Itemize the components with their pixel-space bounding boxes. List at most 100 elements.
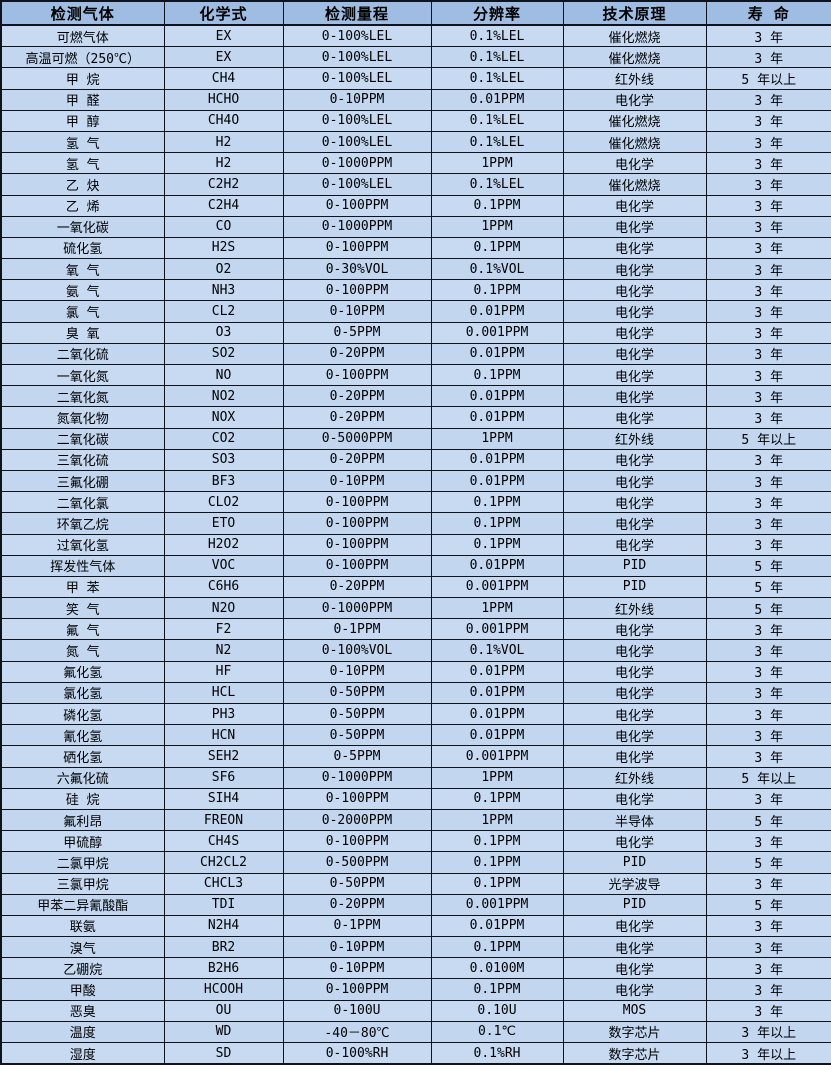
cell-resolution: 0.001PPM bbox=[430, 893, 564, 916]
cell-detection-range: 0-5PPM bbox=[282, 321, 432, 344]
cell-gas-name: 高温可燃（250℃） bbox=[0, 46, 165, 69]
table-row: 三氯甲烷 CHCL3 0-50PPM 0.1PPM 光学波导 3 年 bbox=[0, 872, 831, 895]
cell-resolution: 0.1PPM bbox=[430, 978, 564, 1001]
cell-lifespan: 3 年 bbox=[705, 406, 831, 429]
cell-chemical-formula: NH3 bbox=[163, 279, 284, 302]
cell-technology-principle: 电化学 bbox=[562, 745, 707, 768]
cell-technology-principle: 红外线 bbox=[562, 427, 707, 450]
cell-resolution: 0.1%RH bbox=[430, 1042, 564, 1065]
cell-detection-range: 0-10PPM bbox=[282, 660, 432, 683]
cell-resolution: 0.001PPM bbox=[430, 618, 564, 641]
cell-lifespan: 3 年以上 bbox=[705, 1020, 831, 1044]
cell-chemical-formula: TDI bbox=[163, 893, 284, 916]
cell-technology-principle: 电化学 bbox=[562, 279, 707, 302]
cell-detection-range: 0-1PPM bbox=[282, 618, 432, 641]
cell-technology-principle: 电化学 bbox=[562, 215, 707, 238]
cell-chemical-formula: EX bbox=[163, 46, 284, 69]
table-row: 氯化氢 HCL 0-50PPM 0.01PPM 电化学 3 年 bbox=[0, 681, 831, 705]
cell-resolution: 0.1PPM bbox=[430, 194, 564, 217]
cell-chemical-formula: H2 bbox=[163, 130, 284, 154]
cell-technology-principle: PID bbox=[562, 554, 707, 577]
table-row: 联氨 N2H4 0-1PPM 0.01PPM 电化学 3 年 bbox=[0, 914, 831, 938]
cell-lifespan: 5 年 bbox=[705, 893, 831, 916]
cell-detection-range: 0-10PPM bbox=[282, 957, 432, 980]
cell-technology-principle: 电化学 bbox=[562, 469, 707, 493]
cell-detection-range: 0-100%LEL bbox=[282, 109, 432, 132]
cell-gas-name: 乙 炔 bbox=[0, 173, 165, 196]
table-row: 二氧化氯 CLO2 0-100PPM 0.1PPM 电化学 3 年 bbox=[0, 491, 831, 514]
table-row: 一氧化碳 CO 0-1000PPM 1PPM 电化学 3 年 bbox=[0, 215, 831, 238]
cell-gas-name: 恶臭 bbox=[0, 999, 165, 1022]
cell-gas-name: 甲硫醇 bbox=[0, 830, 165, 853]
table-row: 氟利昂 FREON 0-2000PPM 1PPM 半导体 5 年 bbox=[0, 808, 831, 832]
table-row: 三氧化硫 SO3 0-20PPM 0.01PPM 电化学 3 年 bbox=[0, 448, 831, 471]
cell-lifespan: 3 年 bbox=[705, 88, 831, 111]
cell-chemical-formula: SO3 bbox=[163, 448, 284, 471]
cell-lifespan: 3 年 bbox=[705, 363, 831, 387]
cell-technology-principle: 电化学 bbox=[562, 321, 707, 344]
cell-chemical-formula: HCN bbox=[163, 724, 284, 747]
cell-technology-principle: 电化学 bbox=[562, 787, 707, 810]
cell-chemical-formula: EX bbox=[163, 24, 284, 48]
cell-resolution: 0.001PPM bbox=[430, 745, 564, 768]
cell-detection-range: 0-20PPM bbox=[282, 385, 432, 408]
cell-gas-name: 二氧化氮 bbox=[0, 385, 165, 408]
cell-gas-name: 环氧乙烷 bbox=[0, 512, 165, 535]
table-row: 氢 气 H2 0-100%LEL 0.1%LEL 催化燃烧 3 年 bbox=[0, 130, 831, 154]
cell-detection-range: 0-100PPM bbox=[282, 279, 432, 302]
cell-lifespan: 3 年 bbox=[705, 491, 831, 514]
cell-gas-name: 笑 气 bbox=[0, 597, 165, 620]
cell-resolution: 0.1%LEL bbox=[430, 24, 564, 48]
cell-resolution: 0.01PPM bbox=[430, 300, 564, 323]
cell-lifespan: 3 年 bbox=[705, 279, 831, 302]
cell-chemical-formula: HCHO bbox=[163, 88, 284, 111]
cell-lifespan: 3 年 bbox=[705, 46, 831, 69]
cell-resolution: 1PPM bbox=[430, 152, 564, 175]
cell-chemical-formula: O3 bbox=[163, 321, 284, 344]
cell-resolution: 0.1%LEL bbox=[430, 46, 564, 69]
cell-technology-principle: 电化学 bbox=[562, 448, 707, 471]
cell-lifespan: 3 年 bbox=[705, 215, 831, 238]
cell-chemical-formula: SIH4 bbox=[163, 787, 284, 810]
cell-resolution: 1PPM bbox=[430, 215, 564, 238]
cell-gas-name: 三氯甲烷 bbox=[0, 872, 165, 895]
cell-detection-range: 0-20PPM bbox=[282, 406, 432, 429]
cell-chemical-formula: SO2 bbox=[163, 342, 284, 366]
cell-detection-range: 0-1PPM bbox=[282, 914, 432, 938]
cell-detection-range: 0-20PPM bbox=[282, 448, 432, 471]
cell-gas-name: 氟化氢 bbox=[0, 660, 165, 683]
cell-chemical-formula: N2O bbox=[163, 597, 284, 620]
cell-lifespan: 5 年以上 bbox=[705, 427, 831, 450]
cell-technology-principle: 数字芯片 bbox=[562, 1042, 707, 1065]
cell-chemical-formula: C2H2 bbox=[163, 173, 284, 196]
cell-lifespan: 3 年 bbox=[705, 152, 831, 175]
cell-resolution: 0.1PPM bbox=[430, 872, 564, 895]
cell-technology-principle: 电化学 bbox=[562, 660, 707, 683]
cell-chemical-formula: CO2 bbox=[163, 427, 284, 450]
table-row: 六氟化硫 SF6 0-1000PPM 1PPM 红外线 5 年以上 bbox=[0, 766, 831, 789]
cell-technology-principle: 电化学 bbox=[562, 491, 707, 514]
cell-detection-range: 0-100PPM bbox=[282, 554, 432, 577]
cell-lifespan: 3 年 bbox=[705, 914, 831, 938]
table-row: 硅 烷 SIH4 0-100PPM 0.1PPM 电化学 3 年 bbox=[0, 787, 831, 810]
cell-lifespan: 5 年 bbox=[705, 851, 831, 874]
cell-chemical-formula: C6H6 bbox=[163, 575, 284, 599]
cell-chemical-formula: CH4O bbox=[163, 109, 284, 132]
cell-gas-name: 二氧化硫 bbox=[0, 342, 165, 366]
table-row: 一氧化氮 NO 0-100PPM 0.1PPM 电化学 3 年 bbox=[0, 363, 831, 387]
cell-chemical-formula: B2H6 bbox=[163, 957, 284, 980]
cell-chemical-formula: O2 bbox=[163, 258, 284, 281]
cell-detection-range: 0-50PPM bbox=[282, 702, 432, 726]
cell-chemical-formula: HCL bbox=[163, 681, 284, 705]
cell-detection-range: 0-100%VOL bbox=[282, 639, 432, 662]
table-row: 硫化氢 H2S 0-100PPM 0.1PPM 电化学 3 年 bbox=[0, 236, 831, 260]
cell-detection-range: 0-10PPM bbox=[282, 936, 432, 959]
table-row: 二氧化碳 CO2 0-5000PPM 1PPM 红外线 5 年以上 bbox=[0, 427, 831, 450]
cell-detection-range: 0-10PPM bbox=[282, 300, 432, 323]
table-row: 氨 气 NH3 0-100PPM 0.1PPM 电化学 3 年 bbox=[0, 279, 831, 302]
cell-lifespan: 3 年 bbox=[705, 236, 831, 260]
cell-detection-range: 0-50PPM bbox=[282, 872, 432, 895]
cell-gas-name: 过氧化氢 bbox=[0, 533, 165, 556]
cell-gas-name: 硅 烷 bbox=[0, 787, 165, 810]
cell-technology-principle: PID bbox=[562, 575, 707, 599]
